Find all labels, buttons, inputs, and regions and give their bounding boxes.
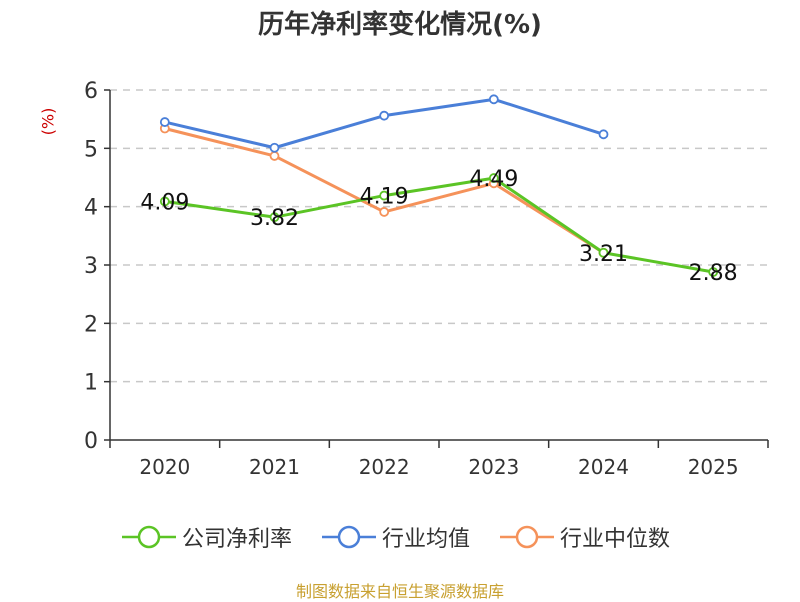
series-1-point-2022 <box>379 110 390 121</box>
y-tick-label-2: 2 <box>84 312 98 337</box>
data-label-2021: 3.82 <box>250 206 299 231</box>
series-0-point-2020 <box>159 196 170 207</box>
series-layer <box>159 94 719 277</box>
series-0-point-2025 <box>708 267 719 277</box>
series-1-point-2023 <box>488 94 499 105</box>
data-label-2025: 2.88 <box>689 261 738 286</box>
chart-title: 历年净利率变化情况(%) <box>258 10 542 40</box>
y-tick-label-1: 1 <box>84 371 98 396</box>
legend-label-industry-average: 行业均值 <box>382 527 471 552</box>
legend-label-company: 公司净利率 <box>182 527 293 552</box>
series-line-0 <box>164 176 714 274</box>
y-tick-label-3: 3 <box>84 254 98 279</box>
x-tick-label-2023: 2023 <box>468 455 519 479</box>
legend-marker-industry-average <box>322 525 376 549</box>
series-1-point-2024 <box>598 129 609 140</box>
x-tick-label-2024: 2024 <box>578 455 629 479</box>
x-tick-label-2021: 2021 <box>249 455 300 479</box>
y-tick-label-4: 4 <box>84 196 98 221</box>
data-label-2022: 4.19 <box>360 185 409 210</box>
legend-label-industry-median: 行业中位数 <box>560 527 671 552</box>
legend: 公司净利率 行业均值 行业中位数 <box>0 520 800 554</box>
x-tick-label-2020: 2020 <box>139 455 190 479</box>
series-2-point-2022 <box>379 207 390 217</box>
series-1-point-2021 <box>269 142 280 153</box>
legend-marker-industry-median <box>500 525 554 549</box>
series-0-point-2021 <box>269 212 280 223</box>
data-label-2020: 4.09 <box>140 190 189 215</box>
data-label-2024: 3.21 <box>579 242 628 267</box>
series-line-1 <box>164 97 604 150</box>
y-tick-label-6: 6 <box>84 79 98 104</box>
legend-item-industry-median[interactable]: 行业中位数 <box>500 520 670 554</box>
series-0-point-2022 <box>379 190 390 201</box>
grid-layer <box>110 89 768 383</box>
x-tick-label-2025: 2025 <box>688 455 739 479</box>
series-0-point-2023 <box>488 173 499 183</box>
series-2-point-2021 <box>269 151 280 161</box>
x-tick-label-2022: 2022 <box>359 455 410 479</box>
series-0-point-2024 <box>598 247 609 258</box>
legend-marker-company <box>122 525 176 549</box>
data-label-layer: 4.09 3.82 4.19 4.49 3.21 2.88 <box>140 167 737 286</box>
source-note: 制图数据来自恒生聚源数据库 <box>295 582 504 601</box>
data-label-2023: 4.49 <box>469 167 518 192</box>
axis-layer: 0 1 2 3 4 5 6 2020 2021 2022 2023 2024 2025 <box>84 79 769 479</box>
y-tick-label-0: 0 <box>84 429 98 454</box>
series-1-point-2020 <box>159 117 170 127</box>
y-tick-label-5: 5 <box>84 137 98 162</box>
legend-item-industry-average[interactable]: 行业均值 <box>322 520 470 554</box>
legend-item-company[interactable]: 公司净利率 <box>122 520 292 554</box>
